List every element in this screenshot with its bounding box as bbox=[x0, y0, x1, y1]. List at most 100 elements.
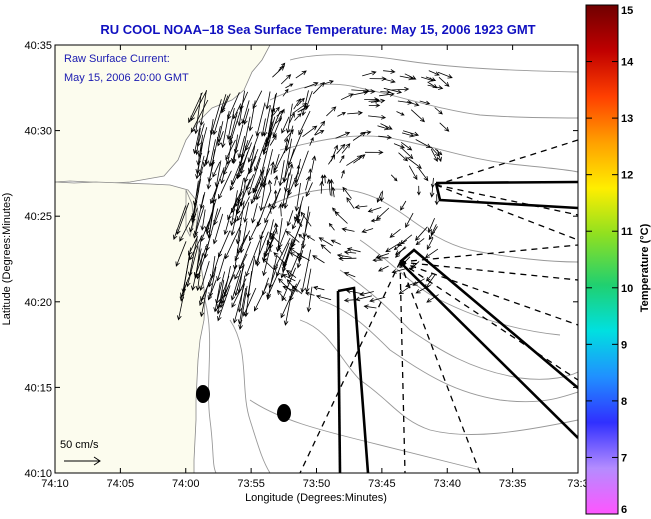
current-vector bbox=[336, 253, 352, 259]
current-vector bbox=[300, 249, 311, 294]
current-vector bbox=[245, 240, 261, 277]
current-vector bbox=[342, 186, 352, 199]
current-vector bbox=[172, 205, 187, 241]
colorbar-ticks: 6 7 8 9 10 11 12 13 14 15 bbox=[586, 4, 634, 516]
current-vector bbox=[306, 235, 315, 241]
current-vector bbox=[262, 105, 271, 137]
current-vector bbox=[398, 152, 409, 162]
current-vector bbox=[254, 283, 269, 312]
current-vector bbox=[247, 157, 261, 196]
current-vector bbox=[219, 289, 224, 309]
current-vector bbox=[291, 211, 300, 230]
current-vector bbox=[212, 213, 224, 245]
current-vector bbox=[343, 271, 356, 278]
current-vector bbox=[262, 149, 273, 188]
current-vector bbox=[188, 236, 199, 256]
current-vector bbox=[285, 103, 293, 134]
current-vector bbox=[278, 160, 285, 187]
current-vector bbox=[227, 92, 240, 121]
current-vector bbox=[426, 237, 434, 250]
current-vector bbox=[390, 174, 398, 182]
current-vector bbox=[359, 130, 372, 135]
current-vector bbox=[266, 111, 281, 145]
current-vector bbox=[243, 270, 253, 318]
current-vector bbox=[351, 88, 370, 94]
current-vector bbox=[437, 71, 453, 79]
current-vector bbox=[283, 286, 294, 326]
current-vector bbox=[238, 285, 248, 331]
current-vector bbox=[286, 279, 298, 293]
current-vector bbox=[354, 204, 368, 210]
x-tick-label: 73:3 bbox=[567, 478, 588, 490]
current-vector bbox=[180, 277, 190, 298]
buoy-marker bbox=[196, 385, 210, 403]
current-vector bbox=[252, 90, 263, 109]
current-vector bbox=[304, 82, 319, 89]
current-vector bbox=[330, 144, 339, 162]
colorbar-tick-label: 15 bbox=[621, 5, 633, 17]
current-vector bbox=[341, 143, 351, 154]
current-vector bbox=[293, 216, 303, 228]
colorbar-tick-label: 6 bbox=[621, 504, 627, 516]
y-tick-label: 40:30 bbox=[24, 126, 52, 138]
current-vector bbox=[229, 190, 238, 227]
annotation-line2: May 15, 2006 20:00 GMT bbox=[64, 72, 189, 84]
current-vector bbox=[274, 175, 279, 186]
current-vector bbox=[221, 266, 231, 305]
current-vector bbox=[368, 114, 387, 120]
current-vector bbox=[179, 210, 196, 242]
current-vector bbox=[383, 69, 396, 74]
current-vector bbox=[229, 165, 243, 191]
land-nj-coast bbox=[55, 181, 206, 473]
current-vector bbox=[233, 198, 240, 224]
current-vector bbox=[286, 269, 297, 279]
chart-title: RU COOL NOAA–18 Sea Surface Temperature:… bbox=[100, 22, 535, 37]
current-vector bbox=[424, 248, 439, 259]
current-vector bbox=[400, 141, 413, 151]
x-tick-label: 74:00 bbox=[172, 478, 200, 490]
current-vector bbox=[415, 226, 428, 241]
current-vector bbox=[237, 196, 250, 222]
current-vector bbox=[220, 161, 228, 185]
current-vector bbox=[277, 246, 283, 255]
current-vector bbox=[346, 197, 355, 209]
colorbar-tick-label: 14 bbox=[621, 57, 634, 69]
current-vector bbox=[270, 161, 275, 175]
current-vector bbox=[194, 243, 208, 278]
current-vector bbox=[280, 74, 292, 85]
current-vector bbox=[319, 180, 325, 194]
current-vector bbox=[394, 247, 407, 255]
current-vector bbox=[261, 277, 269, 296]
current-vector bbox=[175, 241, 187, 267]
current-vector bbox=[363, 304, 377, 310]
current-vector bbox=[434, 107, 443, 115]
current-vector bbox=[207, 279, 217, 301]
map-area bbox=[55, 45, 578, 473]
current-vector bbox=[314, 130, 325, 136]
current-vector bbox=[286, 188, 291, 198]
current-vector bbox=[415, 238, 425, 246]
current-vector bbox=[252, 172, 262, 194]
current-vector bbox=[372, 258, 383, 263]
current-vector bbox=[367, 207, 382, 213]
current-vector bbox=[439, 122, 450, 132]
current-vector bbox=[212, 94, 227, 136]
current-vector bbox=[379, 92, 395, 97]
current-vector bbox=[298, 233, 306, 241]
current-vector bbox=[379, 190, 385, 202]
current-vector bbox=[376, 191, 382, 203]
scale-label: 50 cm/s bbox=[60, 439, 99, 451]
current-vector bbox=[194, 127, 201, 156]
current-vector bbox=[305, 175, 311, 191]
current-vector bbox=[377, 125, 390, 131]
current-vector bbox=[269, 134, 277, 146]
current-vector bbox=[255, 231, 263, 267]
current-vector bbox=[336, 143, 346, 154]
current-vector bbox=[346, 247, 361, 253]
x-axis-label: Longitude (Degrees:Minutes) bbox=[245, 492, 387, 504]
current-vector bbox=[273, 189, 278, 200]
current-vector bbox=[400, 200, 407, 211]
current-vector bbox=[285, 230, 300, 243]
current-vector bbox=[385, 243, 399, 253]
